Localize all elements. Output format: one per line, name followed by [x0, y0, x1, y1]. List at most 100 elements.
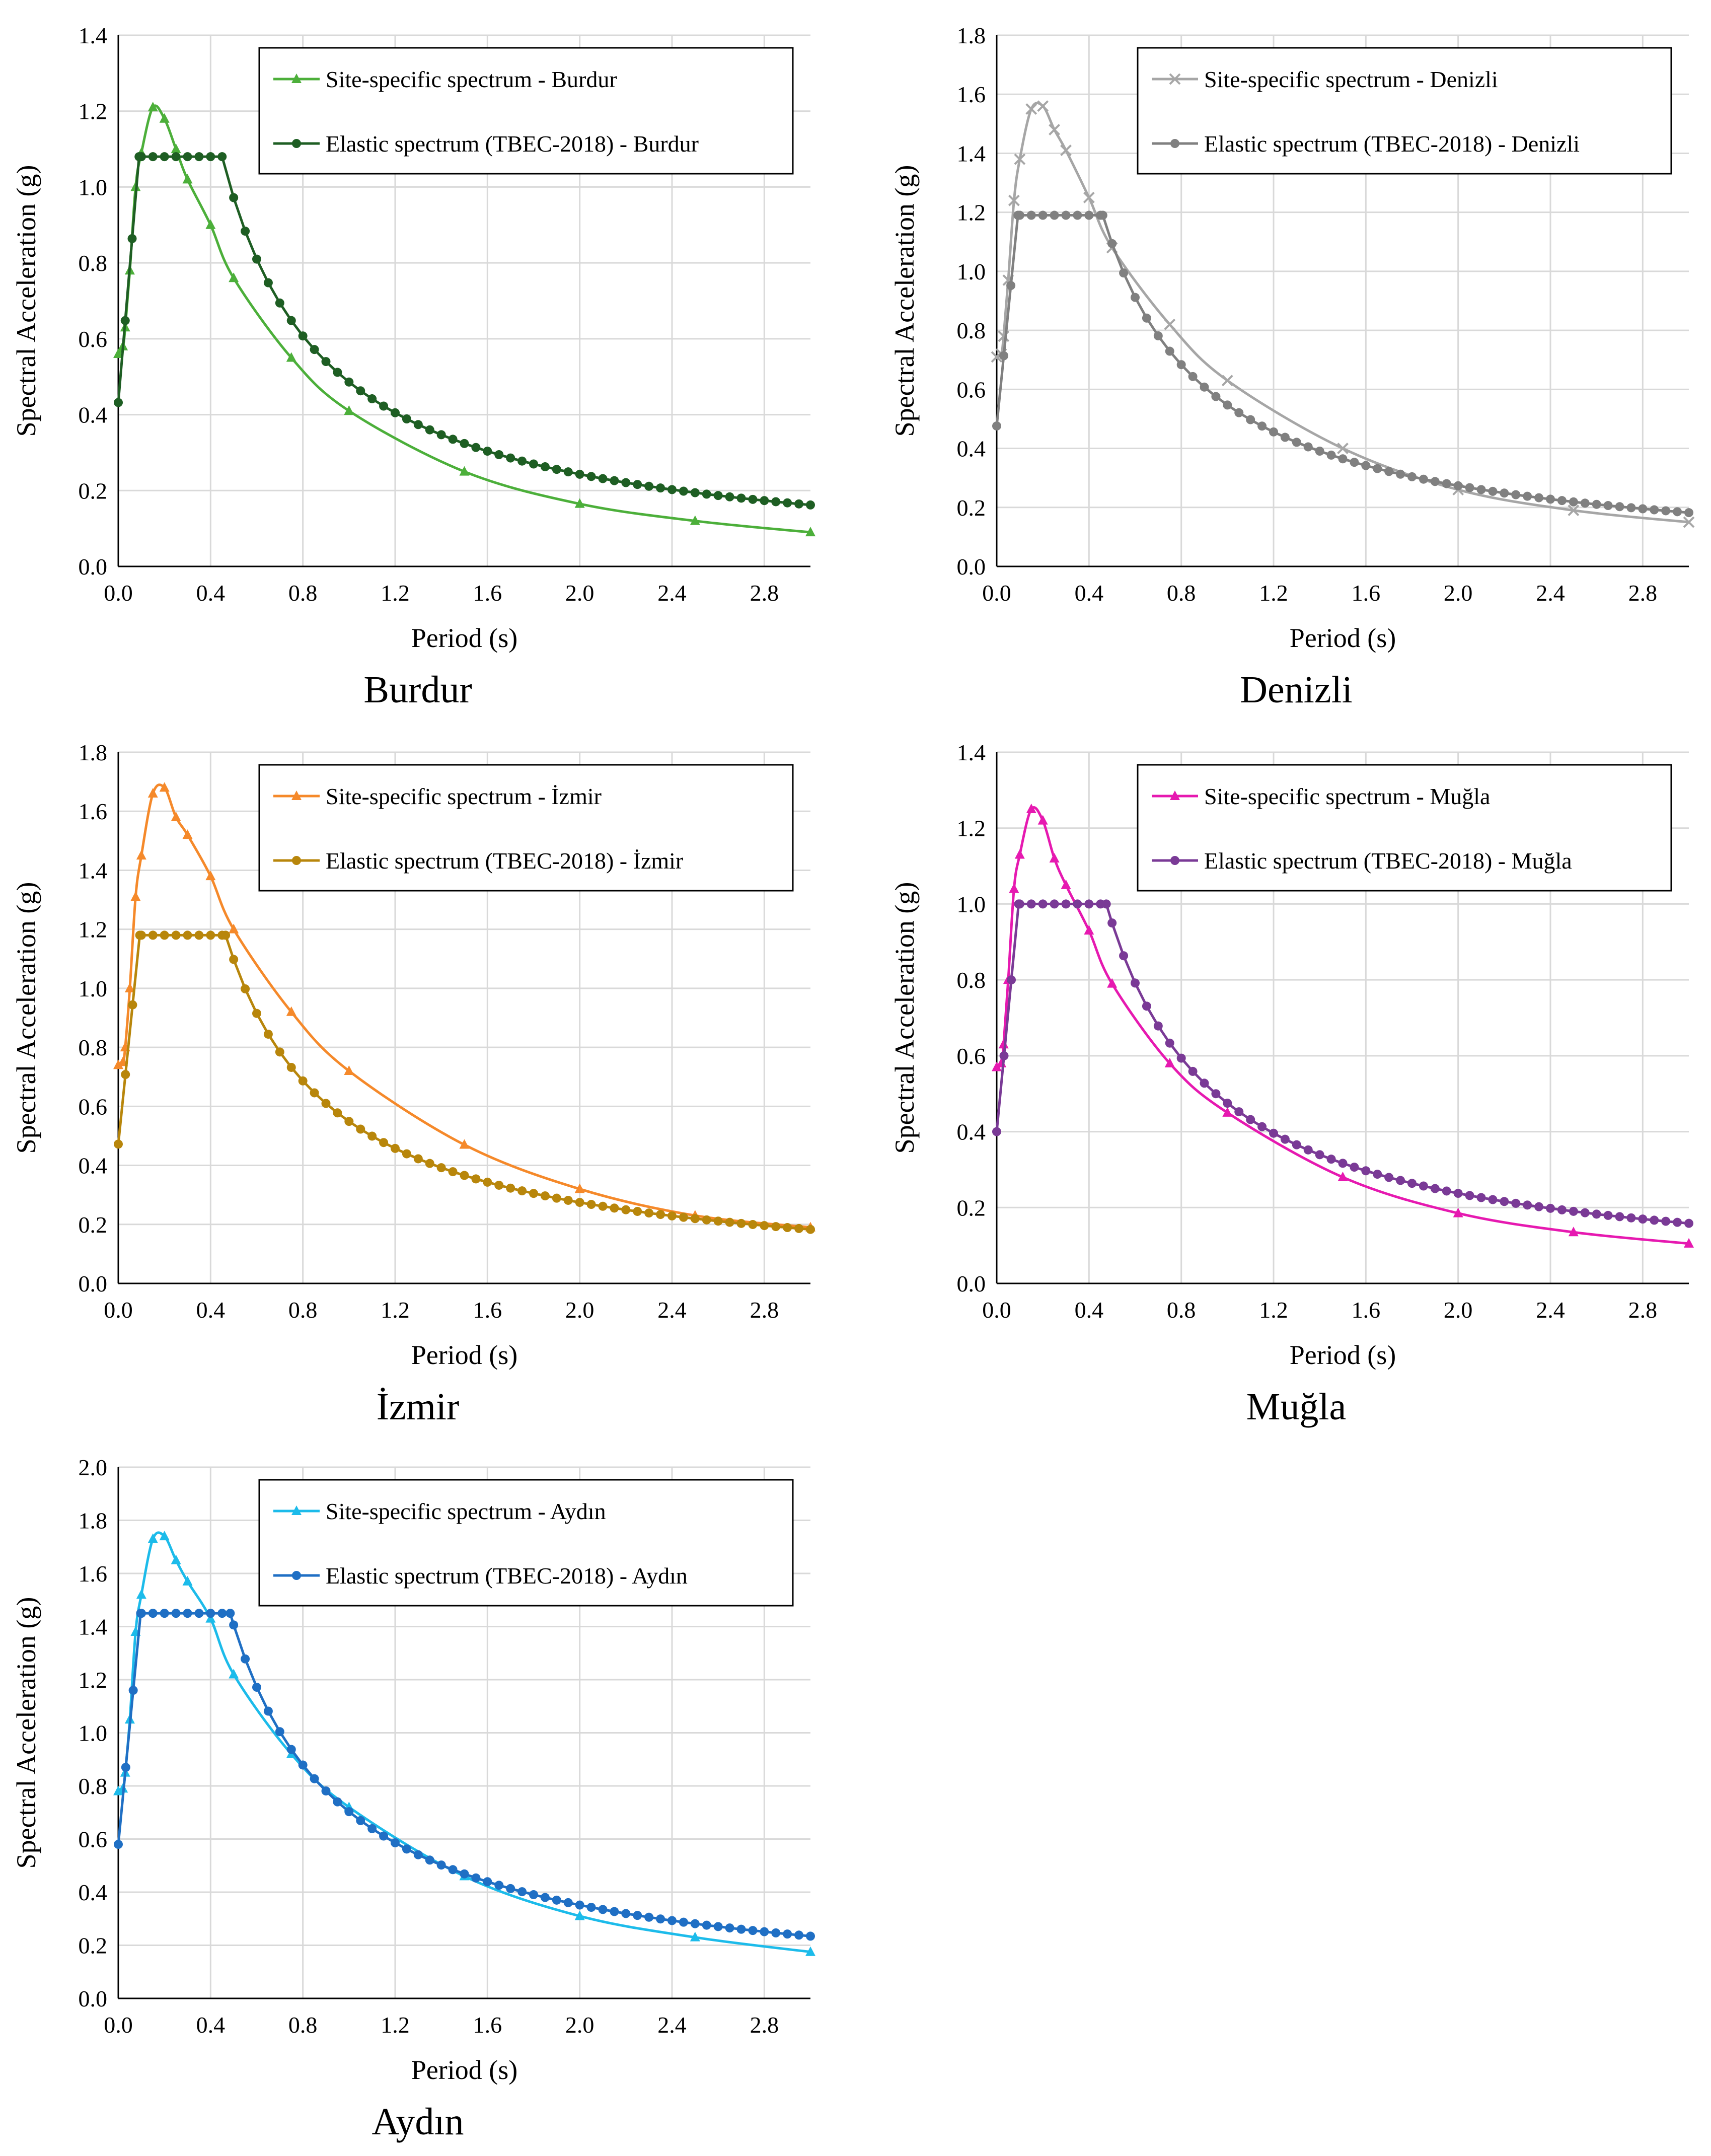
- y-tick-label: 0.0: [957, 1271, 986, 1297]
- data-point: [1211, 392, 1221, 401]
- data-point: [1061, 879, 1071, 889]
- data-point: [1084, 210, 1094, 220]
- data-point: [1165, 346, 1174, 356]
- legend-label: Elastic spectrum (TBEC-2018) - Muğla: [1204, 848, 1572, 874]
- data-point: [194, 152, 204, 162]
- data-point: [1049, 853, 1060, 863]
- data-point: [1176, 1053, 1186, 1063]
- data-point: [1038, 210, 1048, 220]
- chart-izmir: 0.0 0.2 0.4 0.6 0.8 1.0 1.2 1.4 1.6 1.8 0.0 0.4 0.8 1…: [0, 717, 856, 1432]
- x-tick-label: 1.6: [473, 1297, 502, 1323]
- data-point: [794, 499, 804, 509]
- data-point: [517, 456, 527, 466]
- data-point: [402, 1844, 411, 1854]
- data-point: [1338, 1159, 1348, 1168]
- data-point: [1038, 899, 1048, 909]
- data-point: [1007, 975, 1016, 985]
- y-tick-label: 1.2: [957, 200, 986, 226]
- data-point: [217, 1609, 227, 1618]
- data-point: [1098, 210, 1107, 220]
- data-point: [805, 1946, 815, 1956]
- data-point: [1361, 1166, 1371, 1176]
- data-point: [1568, 1227, 1579, 1237]
- data-point: [690, 1919, 700, 1928]
- data-point: [1326, 450, 1336, 460]
- chart-svg: 0.0 0.2 0.4 0.6 0.8 1.0 1.2 1.4 1.6 1.8 0.0 0.4 0.8 1…: [889, 23, 1695, 711]
- data-point: [1546, 494, 1555, 504]
- data-point: [667, 1211, 677, 1220]
- data-point: [252, 1009, 261, 1018]
- y-tick-label: 1.6: [79, 1561, 108, 1587]
- data-point: [183, 930, 192, 940]
- y-tick-label: 0.8: [79, 250, 108, 276]
- data-point: [1037, 815, 1048, 825]
- data-point: [1592, 1209, 1601, 1219]
- data-point: [1396, 469, 1405, 479]
- data-point: [471, 1174, 481, 1184]
- data-point: [1673, 507, 1682, 517]
- data-point: [159, 113, 170, 123]
- x-tick-label: 2.0: [565, 580, 594, 606]
- data-point: [736, 493, 746, 503]
- data-point: [1246, 415, 1255, 424]
- data-point: [114, 1840, 123, 1849]
- data-point: [529, 1189, 538, 1198]
- series-line: [117, 933, 811, 1231]
- y-tick-label: 0.2: [79, 1933, 108, 1959]
- series-elastic-spectrum-tbec-2018-i-zmir: [114, 930, 815, 1234]
- data-point: [1650, 505, 1659, 515]
- y-tick-label: 0.0: [79, 554, 108, 580]
- x-tick-label: 1.6: [1352, 580, 1381, 606]
- data-point: [1453, 1189, 1463, 1198]
- y-axis-title: Spectral Acceleration (g): [11, 165, 41, 437]
- data-point: [1407, 472, 1417, 481]
- data-point: [221, 930, 231, 940]
- y-tick-label: 1.8: [957, 23, 986, 48]
- data-point: [391, 1143, 400, 1153]
- data-point: [690, 1214, 700, 1224]
- legend-label: Site-specific spectrum - Denizli: [1204, 66, 1498, 92]
- data-point: [563, 467, 573, 477]
- data-point: [540, 1191, 550, 1201]
- data-point: [367, 1131, 377, 1141]
- data-point: [992, 1127, 1001, 1136]
- data-point: [598, 1201, 608, 1211]
- data-point: [229, 1669, 239, 1679]
- data-point: [1200, 382, 1209, 392]
- y-tick-label: 0.4: [79, 1153, 108, 1179]
- data-point: [1419, 474, 1428, 484]
- x-tick-label: 2.0: [1444, 580, 1473, 606]
- y-tick-label: 0.2: [957, 495, 986, 521]
- y-axis-title: Spectral Acceleration (g): [889, 882, 920, 1154]
- chart-svg: 0.0 0.2 0.4 0.6 0.8 1.0 1.2 1.4 1.6 1.8 2.0 0.0 0.4 0…: [11, 1455, 815, 2143]
- data-point: [1142, 313, 1151, 323]
- data-point: [241, 984, 250, 993]
- data-point: [1060, 145, 1072, 156]
- data-point: [506, 453, 515, 463]
- legend-label: Elastic spectrum (TBEC-2018) - Denizli: [1204, 131, 1580, 157]
- data-point: [448, 1167, 458, 1177]
- y-tick-label: 0.2: [957, 1195, 986, 1220]
- y-tick-label: 0.8: [957, 318, 986, 343]
- y-tick-label: 0.0: [957, 554, 986, 580]
- data-point: [229, 923, 239, 933]
- data-point: [1107, 978, 1118, 988]
- x-tick-label: 2.0: [565, 2012, 594, 2038]
- data-point: [1188, 372, 1198, 381]
- data-point: [194, 1609, 204, 1618]
- y-tick-label: 1.2: [79, 917, 108, 943]
- data-point: [679, 1917, 688, 1927]
- data-point: [206, 1609, 215, 1618]
- data-point: [552, 1895, 561, 1905]
- data-point: [1661, 1216, 1671, 1226]
- series-elastic-spectrum-tbec-2018-ayd-n: [114, 1609, 815, 1941]
- data-point: [1430, 477, 1440, 486]
- data-point: [1257, 421, 1267, 431]
- y-tick-label: 0.0: [79, 1986, 108, 2011]
- data-point: [1557, 1205, 1567, 1214]
- legend: Site-specific spectrum - Aydın Elastic sp…: [258, 1479, 794, 1607]
- y-tick-label: 0.6: [79, 1094, 108, 1119]
- data-point: [1684, 1238, 1694, 1248]
- data-point: [575, 1900, 584, 1910]
- data-point: [633, 1911, 642, 1920]
